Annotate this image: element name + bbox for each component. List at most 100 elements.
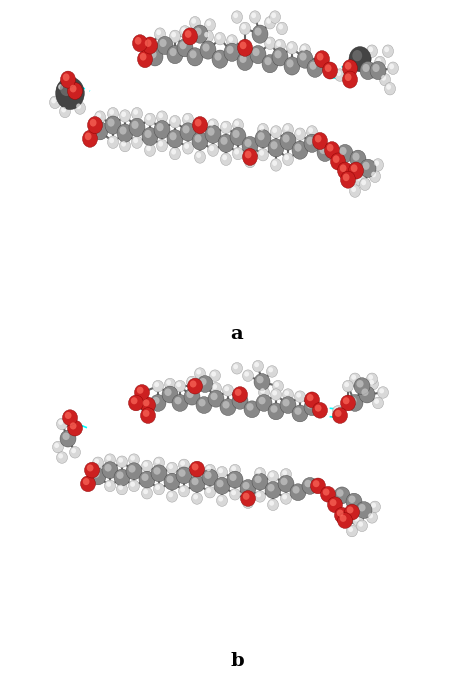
Circle shape [153, 397, 160, 404]
Circle shape [181, 27, 186, 33]
Circle shape [230, 127, 246, 146]
Circle shape [335, 410, 341, 417]
Circle shape [377, 386, 389, 398]
Circle shape [271, 388, 282, 400]
Circle shape [334, 487, 350, 504]
Circle shape [206, 20, 211, 26]
Circle shape [370, 501, 381, 513]
Circle shape [149, 50, 156, 58]
Circle shape [71, 448, 76, 454]
Text: a: a [231, 325, 243, 344]
Circle shape [310, 478, 326, 494]
Circle shape [292, 141, 308, 159]
Circle shape [180, 26, 191, 38]
Circle shape [166, 491, 177, 502]
Circle shape [257, 132, 264, 140]
Circle shape [373, 159, 383, 171]
Circle shape [56, 452, 67, 463]
Circle shape [272, 127, 277, 133]
Circle shape [155, 28, 165, 41]
Circle shape [282, 470, 287, 475]
Circle shape [142, 487, 153, 499]
Circle shape [282, 494, 287, 500]
Circle shape [359, 178, 371, 191]
Circle shape [154, 483, 164, 495]
Circle shape [135, 384, 149, 400]
Circle shape [337, 513, 353, 528]
Circle shape [200, 41, 216, 59]
Circle shape [106, 481, 111, 487]
Circle shape [212, 50, 228, 68]
Circle shape [233, 147, 244, 160]
Circle shape [249, 11, 261, 23]
Circle shape [190, 461, 204, 477]
Circle shape [352, 50, 362, 61]
Circle shape [214, 52, 222, 61]
Circle shape [105, 116, 121, 134]
Circle shape [346, 525, 357, 537]
Circle shape [351, 186, 356, 192]
Circle shape [151, 465, 167, 481]
Circle shape [186, 376, 198, 388]
Circle shape [383, 45, 393, 58]
Circle shape [67, 83, 82, 100]
Circle shape [348, 496, 356, 503]
Circle shape [356, 175, 361, 181]
Circle shape [157, 37, 173, 55]
Circle shape [227, 35, 237, 47]
Circle shape [272, 391, 277, 395]
Circle shape [336, 71, 341, 76]
Circle shape [88, 117, 102, 134]
Circle shape [96, 113, 101, 118]
Circle shape [140, 53, 146, 60]
Circle shape [192, 132, 208, 150]
Circle shape [270, 11, 281, 23]
Circle shape [304, 392, 319, 407]
Circle shape [269, 472, 274, 477]
Circle shape [340, 164, 346, 172]
Circle shape [108, 108, 118, 120]
Circle shape [150, 395, 166, 412]
Circle shape [229, 464, 240, 476]
Circle shape [184, 115, 189, 121]
Circle shape [251, 12, 256, 18]
Circle shape [366, 45, 377, 58]
Circle shape [270, 405, 278, 413]
Circle shape [196, 397, 212, 414]
Circle shape [58, 454, 63, 458]
Circle shape [220, 137, 228, 145]
Circle shape [82, 130, 98, 147]
Circle shape [200, 378, 207, 386]
Circle shape [176, 382, 181, 387]
Circle shape [304, 134, 320, 153]
Circle shape [118, 458, 123, 462]
Circle shape [240, 41, 246, 49]
Circle shape [137, 386, 144, 394]
Circle shape [231, 490, 236, 495]
Circle shape [239, 22, 250, 35]
Circle shape [199, 399, 206, 407]
Circle shape [180, 123, 196, 141]
Circle shape [244, 498, 249, 504]
Circle shape [70, 85, 76, 92]
Circle shape [243, 497, 254, 508]
Circle shape [300, 52, 307, 61]
Circle shape [145, 39, 152, 47]
Circle shape [274, 39, 285, 52]
Circle shape [90, 468, 106, 485]
Circle shape [156, 123, 164, 132]
Circle shape [106, 456, 111, 460]
Circle shape [304, 399, 320, 416]
Circle shape [240, 479, 256, 496]
Circle shape [358, 521, 363, 527]
Circle shape [322, 62, 337, 79]
Circle shape [146, 115, 151, 121]
Circle shape [254, 362, 259, 367]
Circle shape [85, 132, 91, 140]
Circle shape [273, 380, 283, 392]
Circle shape [335, 507, 349, 523]
Circle shape [192, 117, 208, 134]
Circle shape [256, 376, 264, 383]
Circle shape [257, 123, 268, 136]
Circle shape [388, 62, 399, 75]
